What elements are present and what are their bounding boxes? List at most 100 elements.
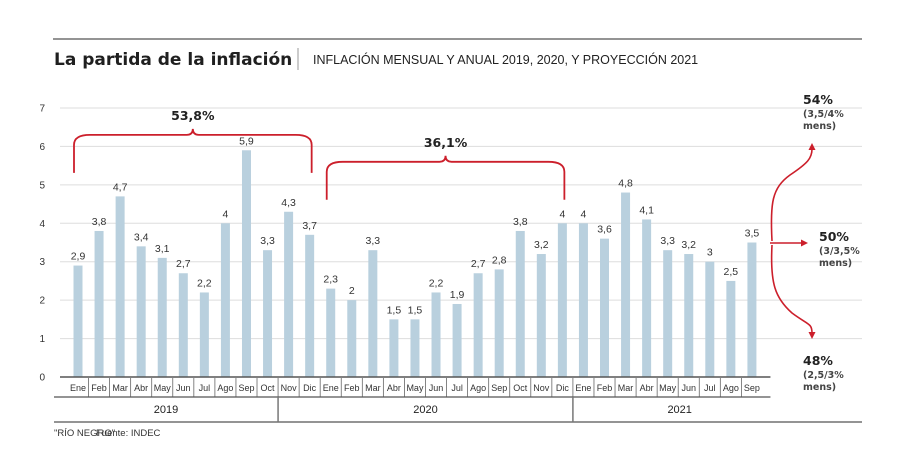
month-label: Feb <box>91 383 107 393</box>
bar-abr <box>389 319 399 377</box>
bar-ene <box>578 223 588 377</box>
month-label: Jun <box>681 383 696 393</box>
month-label: Dic <box>303 383 316 393</box>
y-tick-label: 5 <box>39 180 45 191</box>
month-label: Oct <box>261 383 276 393</box>
y-tick-label: 3 <box>39 257 45 268</box>
month-label: Ene <box>323 383 339 393</box>
value-label: 5,9 <box>239 135 254 147</box>
bar-jun <box>684 254 694 377</box>
month-label: Ene <box>575 383 591 393</box>
month-label: Ago <box>217 383 233 393</box>
month-label: Dic <box>556 383 569 393</box>
bar-mar <box>368 250 378 377</box>
projection-arrow <box>770 148 813 242</box>
month-label: Feb <box>597 383 613 393</box>
value-label: 3,3 <box>260 235 275 247</box>
month-label: Sep <box>238 383 254 393</box>
month-label: Oct <box>513 383 528 393</box>
projection-arrow <box>770 244 813 334</box>
value-label: 2,2 <box>197 277 212 289</box>
month-label: Abr <box>640 383 654 393</box>
value-label: 4,3 <box>281 197 296 209</box>
y-tick-label: 1 <box>39 334 45 345</box>
month-label: Sep <box>491 383 507 393</box>
bar-oct <box>515 230 525 377</box>
footer-source: Fuente: INDEC <box>96 428 161 439</box>
annual-braces: 53,8% 36,1% <box>73 108 566 200</box>
bar-sep <box>494 269 504 377</box>
x-axis: Ene Feb Mar Abr May Jun Jul Ago Sep Oct Nov Dic Ene F… <box>54 376 862 423</box>
month-label: Abr <box>134 383 148 393</box>
value-label: 2,9 <box>71 251 86 263</box>
month-label: Ago <box>723 383 739 393</box>
month-label: Nov <box>533 383 550 393</box>
month-label: Nov <box>281 383 298 393</box>
value-label: 4 <box>222 208 228 220</box>
grid <box>60 107 862 340</box>
y-tick-label: 7 <box>39 104 45 115</box>
value-label: 3,7 <box>302 220 317 232</box>
month-label: Mar <box>365 383 381 393</box>
bar-dic <box>557 223 567 377</box>
projection-monthly: (3/3,5% <box>819 246 860 257</box>
projection-value: 54% <box>803 92 833 107</box>
projection-value: 48% <box>803 353 833 368</box>
bar-ago <box>220 223 230 377</box>
value-label: 4 <box>581 208 587 220</box>
value-label: 2,7 <box>176 258 191 270</box>
value-label: 2 <box>349 285 355 297</box>
bar-jun <box>178 273 188 377</box>
bar-jul <box>199 292 209 377</box>
month-label: Mar <box>618 383 634 393</box>
month-label: Jun <box>176 383 191 393</box>
annual-total-label: 53,8% <box>171 108 215 123</box>
value-label: 2,8 <box>492 254 507 266</box>
bar-abr <box>642 219 652 377</box>
chart-subtitle: INFLACIÓN MENSUAL Y ANUAL 2019, 2020, Y … <box>313 52 698 67</box>
value-label: 3,5 <box>745 228 760 240</box>
projection-value: 50% <box>819 229 849 244</box>
month-label: Jul <box>199 383 211 393</box>
value-label: 3,1 <box>155 243 170 255</box>
bar-ago <box>726 280 736 377</box>
y-tick-label: 6 <box>39 142 45 153</box>
value-label: 3,8 <box>513 216 528 228</box>
month-label: Jul <box>451 383 463 393</box>
projection-monthly-suffix: mens) <box>803 382 836 393</box>
chart-title: La partida de la inflación <box>54 50 292 70</box>
annual-total-label: 36,1% <box>424 135 468 150</box>
value-label: 4,7 <box>113 181 128 193</box>
arrowhead-icon <box>808 332 816 339</box>
annual-brace <box>73 128 313 173</box>
bar-jun <box>431 292 441 377</box>
projection-monthly-suffix: mens) <box>803 121 836 132</box>
bar-may <box>663 250 673 377</box>
annual-brace <box>325 155 566 200</box>
arrowhead-icon <box>808 143 816 150</box>
bar-feb <box>347 300 357 377</box>
month-label: Jun <box>429 383 444 393</box>
value-label: 3,2 <box>681 239 696 251</box>
month-label: Feb <box>344 383 360 393</box>
value-label: 2,2 <box>429 277 444 289</box>
bar-oct <box>263 250 273 377</box>
bar-sep <box>747 242 757 377</box>
bar-ene <box>326 288 336 377</box>
value-label: 2,3 <box>323 274 338 286</box>
bar-jul <box>705 261 715 377</box>
y-tick-label: 2 <box>39 296 45 307</box>
value-label: 1,5 <box>408 304 423 316</box>
y-axis: 0 1 2 3 4 5 6 7 <box>39 104 45 384</box>
month-label: Abr <box>387 383 401 393</box>
value-label: 3,2 <box>534 239 549 251</box>
month-label: Sep <box>744 383 760 393</box>
bar-nov <box>284 211 294 377</box>
month-label: Mar <box>112 383 128 393</box>
bar-abr <box>136 246 146 377</box>
bar-dic <box>305 234 315 377</box>
value-label: 4,8 <box>618 178 633 190</box>
value-label: 3,3 <box>366 235 381 247</box>
projection-annotations: 54%(3,5/4%mens)50%(3/3,5%mens)48%(2,5/3%… <box>770 92 860 393</box>
